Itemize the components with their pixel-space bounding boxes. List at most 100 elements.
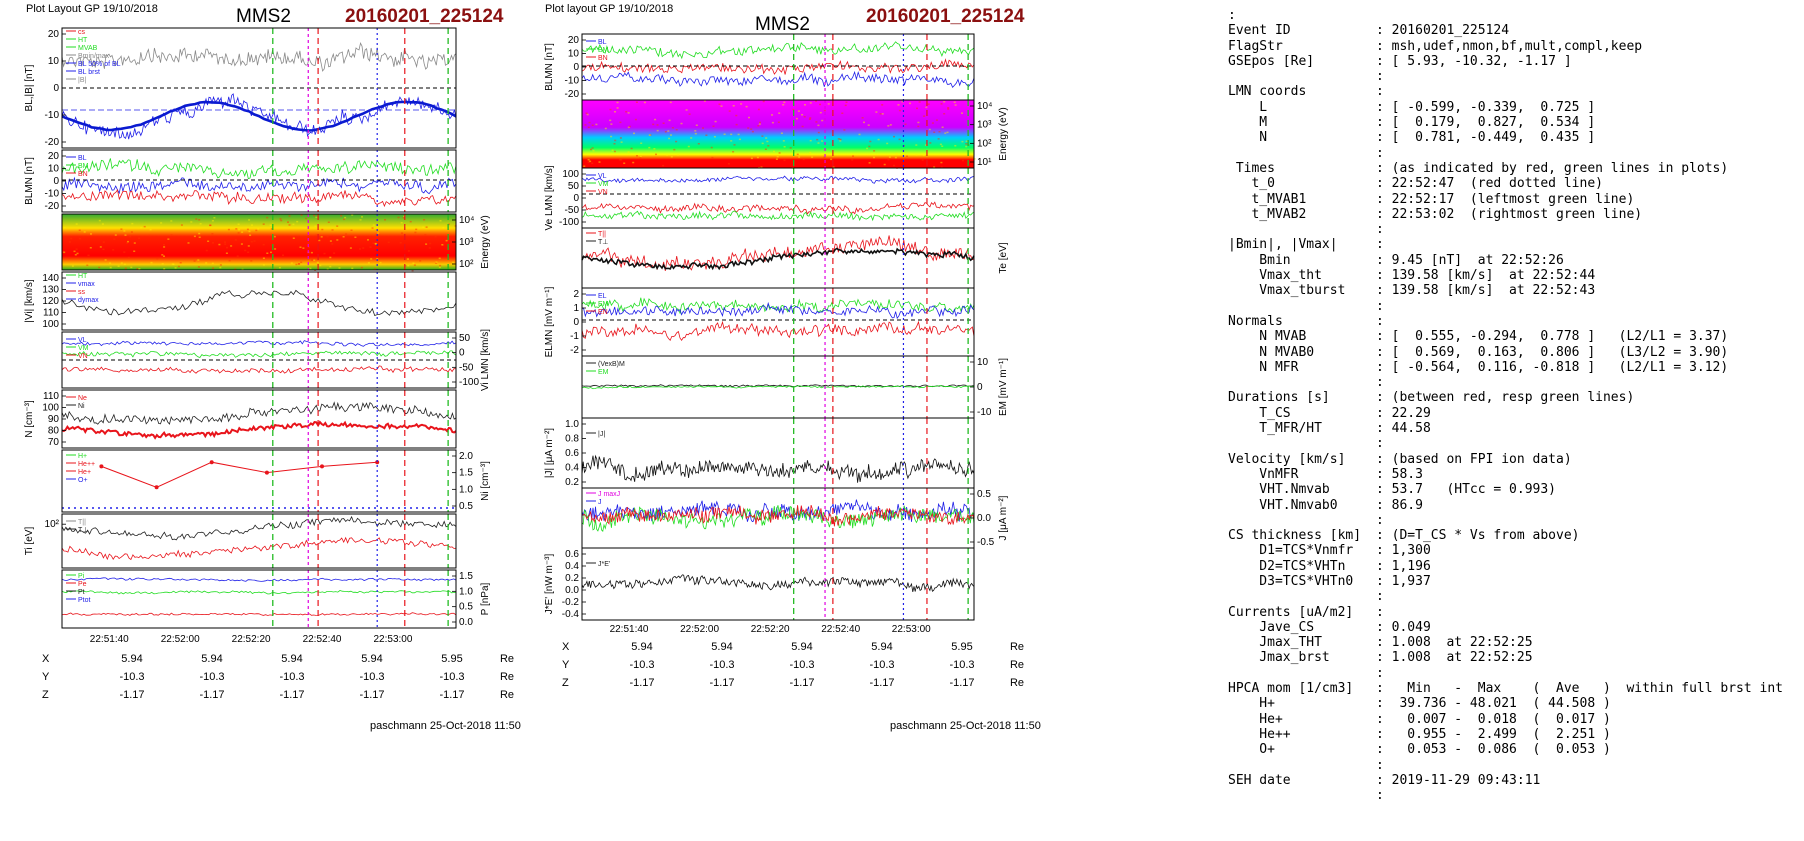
left-bl-line [61, 176, 457, 195]
coords-value: -10.3 [869, 659, 895, 671]
spectrogram-speckle [327, 221, 330, 223]
legend-label: H+ [78, 453, 87, 460]
spectrogram-speckle [909, 102, 911, 105]
info-value: : [1376, 69, 1384, 85]
y-tick-label: 50 [459, 333, 471, 344]
spectrogram-speckle [616, 107, 619, 109]
legend-label: VL [598, 173, 607, 180]
spectrogram-speckle [262, 257, 265, 259]
coords-value: -1.17 [949, 677, 975, 689]
heplus-point [320, 464, 324, 469]
y-tick-label: 0.8 [565, 434, 579, 445]
coords-row-x: X 5.94 5.94 5.94 5.94 5.95 Re [42, 650, 522, 668]
coords-unit: Re [1009, 659, 1025, 671]
spectrogram-speckle [313, 259, 316, 261]
spectrogram-speckle [287, 221, 289, 223]
spectrogram-speckle [887, 125, 890, 127]
spectrogram-speckle [917, 125, 920, 128]
info-value: : [1376, 84, 1384, 100]
legend-label: T|| [598, 231, 606, 238]
spectrogram-speckle [419, 260, 422, 262]
info-key [1228, 436, 1376, 451]
y-tick-label: 0 [573, 62, 579, 73]
spectrogram-speckle [723, 133, 726, 135]
spectrogram-speckle [611, 149, 614, 151]
spectrogram-speckle [323, 252, 326, 255]
coords-value: 5.94 [361, 653, 383, 665]
spectrogram-speckle [448, 223, 450, 226]
info-key [1228, 589, 1376, 604]
spectrogram-speckle [940, 161, 943, 164]
coords-row-z: Z -1.17 -1.17 -1.17 -1.17 -1.17 Re [562, 674, 1032, 692]
y-tick-label: 20 [48, 151, 60, 162]
legend-label: EM [598, 301, 609, 308]
spectrogram-speckle [944, 132, 947, 134]
info-row: HPCA mom [1/cm3]: Min - Max ( Ave ) with… [1228, 681, 1783, 696]
y-tick-label: 0.4 [565, 561, 579, 572]
legend-label: cs [78, 29, 86, 36]
left-vm-line [61, 350, 457, 358]
spectrogram-speckle [895, 152, 898, 155]
spectrogram-speckle [319, 264, 322, 267]
info-row: N: [ 0.781, -0.449, 0.435 ] [1228, 130, 1783, 145]
spectrogram-speckle [73, 250, 76, 253]
spectrogram-speckle [803, 116, 806, 118]
y-tick-label: 1.5 [459, 571, 473, 582]
info-row: VHT.Nmvab0: 86.9 [1228, 498, 1783, 513]
spectrogram-speckle [361, 216, 363, 218]
info-row: Bmin: 9.45 [nT] at 22:52:26 [1228, 253, 1783, 268]
spectrogram-speckle [780, 132, 783, 134]
spectrogram-speckle [249, 234, 252, 236]
info-key: Currents [uA/m2] [1228, 604, 1354, 620]
legend-label: BN [78, 171, 88, 178]
spectrogram-speckle [86, 264, 89, 266]
spectrogram-speckle [156, 258, 159, 260]
spectrogram-speckle [694, 130, 697, 132]
legend-label: Ne [78, 395, 87, 402]
info-value: : 1,300 [1376, 543, 1431, 559]
legend-label: Ni [78, 403, 85, 410]
info-value: : [1376, 589, 1384, 605]
mid-je-line [581, 574, 975, 592]
panel-frame [61, 569, 457, 629]
spectrogram-speckle [823, 156, 826, 159]
spectrogram-speckle [150, 261, 153, 264]
coords-value: -10.3 [629, 659, 655, 671]
info-key: L [1228, 99, 1268, 115]
spectrogram-speckle [771, 114, 773, 116]
coords-value: -1.17 [359, 689, 385, 701]
info-key: N [1228, 130, 1268, 146]
spectrogram-speckle [766, 140, 769, 143]
info-value: : (as indicated by red, green lines in p… [1376, 160, 1729, 176]
y-tick-label: 1.0 [459, 586, 473, 597]
info-value: : [1376, 145, 1384, 161]
spectrogram-speckle [625, 111, 628, 113]
spectrogram-speckle [378, 234, 381, 237]
y-axis-label: BLMN [nT] [24, 157, 35, 205]
info-row: Currents [uA/m2]: [1228, 605, 1783, 620]
legend-label: HT [78, 37, 88, 44]
spectrogram-speckle [923, 115, 926, 117]
info-value: : [1376, 512, 1384, 528]
spectrogram-speckle [126, 242, 128, 244]
left-spacecraft-title: MMS2 [236, 6, 291, 27]
spectrogram-speckle [362, 247, 365, 249]
info-key: N MFR [1228, 359, 1299, 375]
spectrogram-speckle [614, 111, 616, 113]
spectrogram-speckle [213, 217, 216, 219]
spectrogram-speckle [248, 219, 251, 221]
y-tick-label: 0.6 [565, 549, 579, 560]
info-value: : 139.58 [km/s] at 22:52:43 [1376, 283, 1596, 299]
spectrogram-speckle [801, 114, 804, 116]
info-row: SEH date: 2019-11-29 09:43:11 [1228, 773, 1783, 788]
info-key: Jave_CS [1228, 619, 1315, 635]
y-axis-label: J*E' [nW m⁻³] [544, 554, 555, 615]
spectrogram-speckle [591, 162, 594, 164]
spectrogram-speckle [927, 103, 930, 105]
info-value: : [1376, 298, 1384, 314]
spectrogram-speckle [342, 236, 345, 238]
spectrogram-speckle [613, 143, 616, 145]
spectrogram-speckle [796, 153, 799, 156]
spectrogram-speckle [675, 140, 678, 143]
spectrogram-speckle [170, 234, 173, 236]
